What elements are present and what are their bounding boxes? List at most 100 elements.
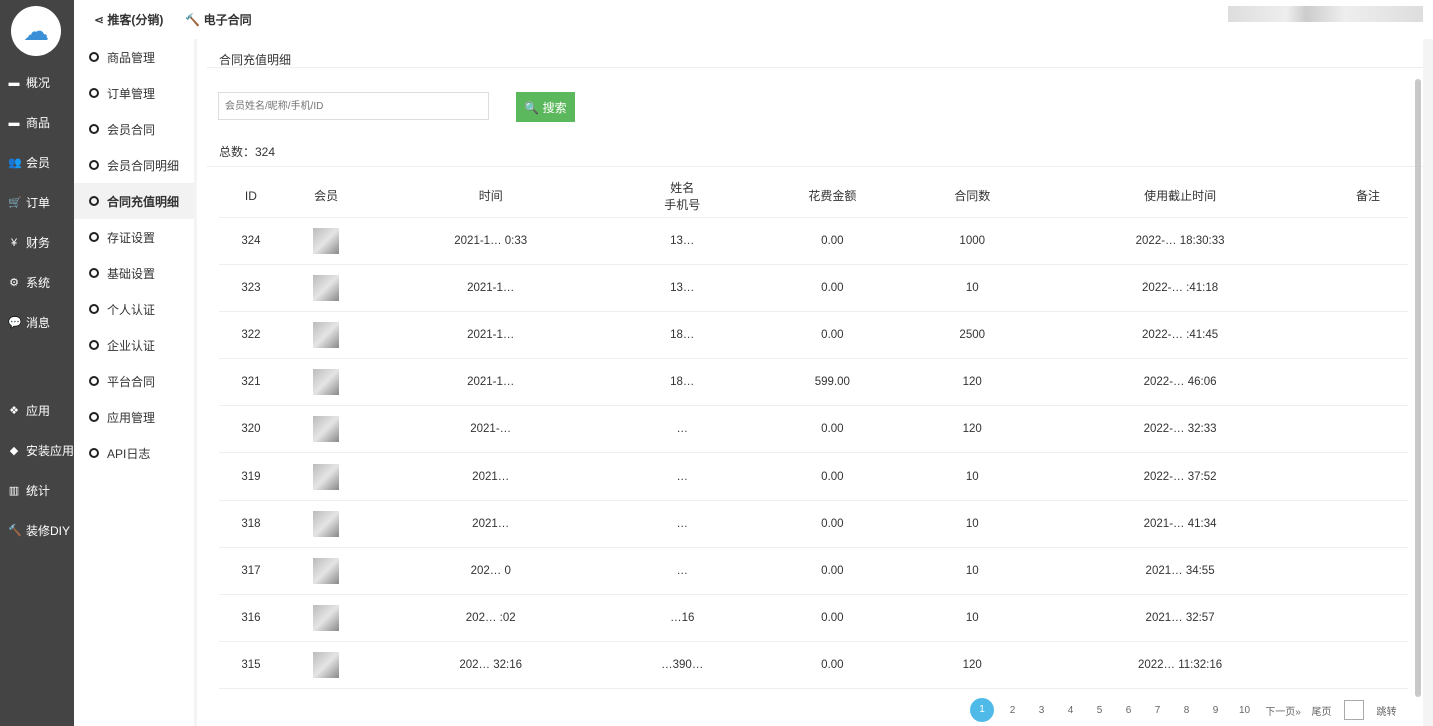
search-icon: 🔍 [524, 100, 540, 115]
column-header: 时间 [369, 175, 613, 218]
submenu-item-2[interactable]: 会员合同 [74, 111, 194, 147]
column-header: 备注 [1328, 175, 1408, 218]
table-row: 317 202… 0… 0.00 10 2021… 34:55 [219, 547, 1408, 596]
comment-icon: 💬 [8, 317, 22, 329]
table-row: 318 2021…… 0.00 10 2021-… 41:34 [219, 500, 1408, 548]
table-row: 324 2021-1… 0:33 13… 0.00 1000 2022-… 18:30:3… [219, 217, 1408, 265]
users-icon: 👥 [8, 157, 22, 169]
page-6[interactable]: 6 [1125, 704, 1132, 716]
yen-icon: ¥ [10, 236, 18, 249]
circle-icon [89, 448, 99, 458]
table-row: 315 202… 32:16 …390… 0.00 120 2022… 11:32:16 [219, 641, 1408, 690]
circle-icon [89, 196, 99, 206]
circle-icon [89, 232, 99, 242]
cubes-icon: ❖ [9, 405, 19, 417]
jump-button[interactable]: 跳转 [1376, 706, 1397, 718]
bar-chart-icon: ▥ [8, 485, 20, 497]
page-3[interactable]: 3 [1038, 704, 1045, 716]
avatar [282, 641, 370, 690]
archive-icon: ▬ [8, 76, 20, 89]
gears-icon: ⚙ [9, 277, 19, 289]
circle-icon [89, 52, 99, 62]
column-header: 使用截止时间 [1032, 175, 1328, 218]
avatar [282, 594, 370, 643]
sidebar-item-9[interactable]: ▥ 统计 [8, 484, 51, 498]
sidebar-item-7[interactable]: ❖ 应用 [9, 404, 51, 418]
pagination: 1 2 3 4 5 6 7 8 9 10 下一页» 尾页 跳转 [970, 698, 1401, 722]
sidebar-item-0[interactable]: ▬ 概况 [8, 76, 51, 90]
circle-icon [89, 376, 99, 386]
sidebar-item-6[interactable]: 💬 消息 [8, 316, 51, 330]
page-7[interactable]: 7 [1154, 704, 1161, 716]
submenu-item-0[interactable]: 商品管理 [74, 39, 194, 75]
sidebar-item-5[interactable]: ⚙ 系统 [9, 276, 51, 290]
submenu: 商品管理 订单管理 会员合同 会员合同明细 合同充值明细 存证设置 基础设置 个人认证 企业认证… [74, 39, 194, 726]
submenu-item-5[interactable]: 存证设置 [74, 219, 194, 255]
submenu-item-10[interactable]: 应用管理 [74, 399, 194, 435]
last-page[interactable]: 尾页 [1311, 706, 1332, 718]
next-page[interactable]: 下一页» [1265, 706, 1301, 718]
topnav-distribution[interactable]: ⋖ 推客(分销) [94, 13, 164, 27]
column-header: 会员 [282, 175, 370, 218]
page-9[interactable]: 9 [1212, 704, 1219, 716]
sidebar-item-4[interactable]: ¥ 财务 [8, 234, 50, 251]
avatar [282, 311, 370, 360]
table-row: 319 2021…… 0.00 10 2022-… 37:52 [219, 452, 1408, 501]
avatar [282, 405, 370, 454]
circle-icon [89, 160, 99, 170]
topnav-contract[interactable]: 🔨 电子合同 [185, 13, 252, 27]
top-nav: ⋖ 推客(分销) 🔨 电子合同 [74, 0, 1433, 39]
circle-icon [89, 88, 99, 98]
column-header: 合同数 [912, 175, 1033, 218]
page-8[interactable]: 8 [1183, 704, 1190, 716]
table-row: 321 2021-1… 18… 599.00 120 2022-… 46:06 [219, 358, 1408, 407]
submenu-item-3[interactable]: 会员合同明细 [74, 147, 194, 183]
table-row: 322 2021-1… 18… 0.00 2500 2022-… :41:45 [219, 311, 1408, 360]
cube-icon: ◆ [9, 445, 19, 457]
page-5[interactable]: 5 [1096, 704, 1103, 716]
column-header: ID [219, 175, 283, 218]
submenu-item-4[interactable]: 合同充值明细 [74, 183, 194, 219]
submenu-item-6[interactable]: 基础设置 [74, 255, 194, 291]
submenu-item-1[interactable]: 订单管理 [74, 75, 194, 111]
avatar [282, 500, 370, 548]
sidebar-item-3[interactable]: 🛒 订单 [8, 196, 51, 210]
submenu-item-7[interactable]: 个人认证 [74, 291, 194, 327]
logo[interactable]: ☁ [11, 6, 61, 56]
table-row: 316 202… :02 …16 0.00 10 2021… 32:57 [219, 594, 1408, 643]
archive-icon: ▬ [8, 116, 20, 129]
sidebar-item-10[interactable]: 🔨 装修DIY [8, 524, 71, 538]
column-header: 姓名 手机号 [612, 175, 753, 218]
total-count: 总数：324 [219, 145, 276, 159]
submenu-item-11[interactable]: API日志 [74, 435, 194, 471]
page-1[interactable]: 1 [970, 698, 994, 722]
avatar [282, 264, 370, 312]
sidebar-item-8[interactable]: ◆ 安装应用 [9, 444, 75, 458]
submenu-item-8[interactable]: 企业认证 [74, 327, 194, 363]
page-10[interactable]: 10 [1238, 704, 1251, 716]
scrollbar[interactable] [1415, 79, 1421, 697]
table-row: 320 2021-…… 0.00 120 2022-… 32:33 [219, 405, 1408, 454]
submenu-item-9[interactable]: 平台合同 [74, 363, 194, 399]
page-2[interactable]: 2 [1009, 704, 1016, 716]
avatar [282, 547, 370, 596]
avatar [282, 452, 370, 501]
sidebar: ☁ ▬ 概况 ▬ 商品 👥 会员 🛒 订单 ¥ 财务 ⚙ 系统 💬 消息 ❖ 应用 ◆ 安装应用 ▥ 统计 🔨 装修DIY [0, 0, 74, 726]
search-button[interactable]: 🔍 搜索 [516, 92, 575, 122]
sidebar-item-1[interactable]: ▬ 商品 [8, 116, 51, 130]
search-input[interactable] [218, 92, 489, 120]
circle-icon [89, 304, 99, 314]
page-4[interactable]: 4 [1067, 704, 1074, 716]
user-info[interactable] [1228, 6, 1423, 22]
jump-input[interactable] [1344, 700, 1364, 720]
column-header: 花费金额 [752, 175, 913, 218]
breadcrumb: 合同充值明细 [219, 53, 292, 67]
circle-icon [89, 268, 99, 278]
circle-icon [89, 124, 99, 134]
avatar [282, 358, 370, 407]
circle-icon [89, 412, 99, 422]
table-row: 323 2021-1… 13… 0.00 10 2022-… :41:18 [219, 264, 1408, 312]
cart-icon: 🛒 [8, 197, 22, 209]
sidebar-item-2[interactable]: 👥 会员 [8, 156, 51, 170]
